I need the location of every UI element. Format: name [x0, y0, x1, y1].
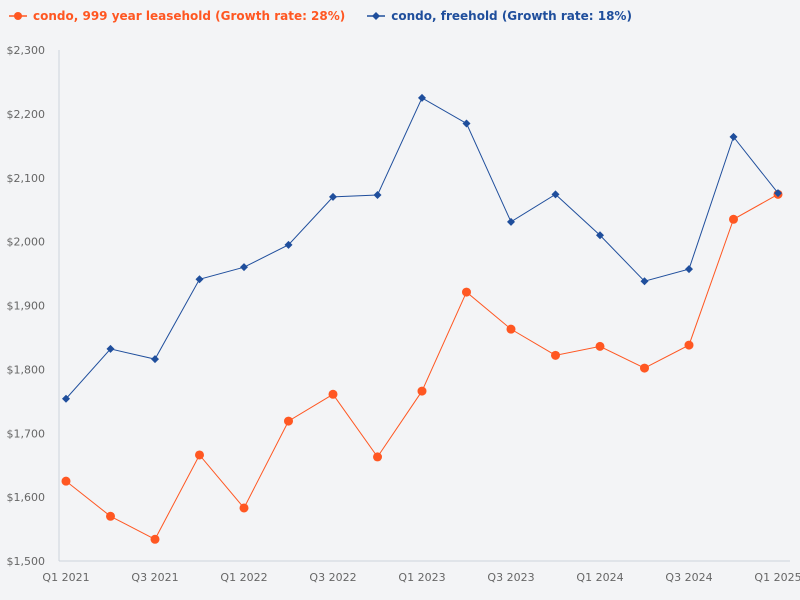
- y-tick-label: $1,800: [7, 363, 46, 376]
- x-tick-label: Q1 2024: [576, 571, 623, 584]
- data-point: [106, 344, 115, 353]
- data-point: [240, 263, 248, 272]
- data-point: [418, 93, 426, 102]
- data-point: [151, 355, 159, 364]
- y-tick-label: $2,300: [7, 44, 46, 57]
- legend: condo, 999 year leasehold (Growth rate: …: [9, 9, 632, 23]
- data-point: [551, 190, 560, 199]
- data-point: [195, 275, 204, 284]
- legend-label: condo, freehold (Growth rate: 18%): [391, 9, 632, 23]
- legend-label: condo, 999 year leasehold (Growth rate: …: [33, 9, 346, 23]
- x-tick-label: Q3 2021: [131, 571, 178, 584]
- data-point: [284, 416, 293, 426]
- data-point: [195, 450, 204, 460]
- x-tick-label: Q1 2022: [220, 571, 267, 584]
- x-tick-label: Q3 2024: [665, 571, 712, 584]
- data-point: [507, 217, 515, 226]
- data-point: [462, 119, 471, 128]
- data-point: [640, 363, 649, 373]
- data-point: [373, 452, 382, 462]
- data-point: [774, 189, 782, 198]
- x-tick-label: Q3 2022: [309, 571, 356, 584]
- data-point: [62, 394, 70, 403]
- data-point: [729, 132, 738, 141]
- data-point: [106, 511, 115, 521]
- data-point: [640, 277, 649, 286]
- y-tick-label: $2,200: [7, 108, 46, 121]
- data-point: [373, 190, 382, 199]
- data-point: [328, 389, 338, 399]
- series-line-0: [65, 193, 779, 540]
- x-tick-label: Q1 2025: [754, 571, 800, 584]
- diamond-marker-icon: [367, 12, 386, 20]
- x-tick-label: Q1 2021: [42, 571, 89, 584]
- data-point: [239, 503, 249, 513]
- data-point: [284, 240, 293, 249]
- x-tick-label: Q3 2023: [487, 571, 534, 584]
- data-point: [462, 287, 471, 297]
- data-point: [596, 231, 604, 240]
- circle-marker-icon: [9, 12, 27, 20]
- y-tick-label: $2,000: [7, 236, 46, 249]
- data-point: [685, 265, 693, 274]
- legend-item-freehold[interactable]: condo, freehold (Growth rate: 18%): [367, 9, 632, 23]
- x-tick-label: Q1 2023: [398, 571, 445, 584]
- y-tick-label: $1,500: [7, 555, 46, 568]
- data-point: [329, 192, 337, 201]
- data-point: [551, 350, 560, 360]
- y-tick-label: $1,900: [7, 300, 46, 313]
- data-point: [684, 340, 694, 350]
- y-tick-label: $1,700: [7, 427, 46, 440]
- data-point: [150, 534, 160, 544]
- legend-item-leasehold[interactable]: condo, 999 year leasehold (Growth rate: …: [9, 9, 345, 23]
- y-tick-label: $1,600: [7, 491, 46, 504]
- data-point: [773, 189, 783, 199]
- series-line-1: [65, 97, 779, 400]
- data-point: [61, 476, 71, 486]
- data-point: [595, 341, 605, 351]
- y-tick-label: $2,100: [7, 172, 46, 185]
- data-point: [506, 324, 516, 334]
- data-point: [417, 386, 427, 396]
- data-point: [729, 214, 738, 224]
